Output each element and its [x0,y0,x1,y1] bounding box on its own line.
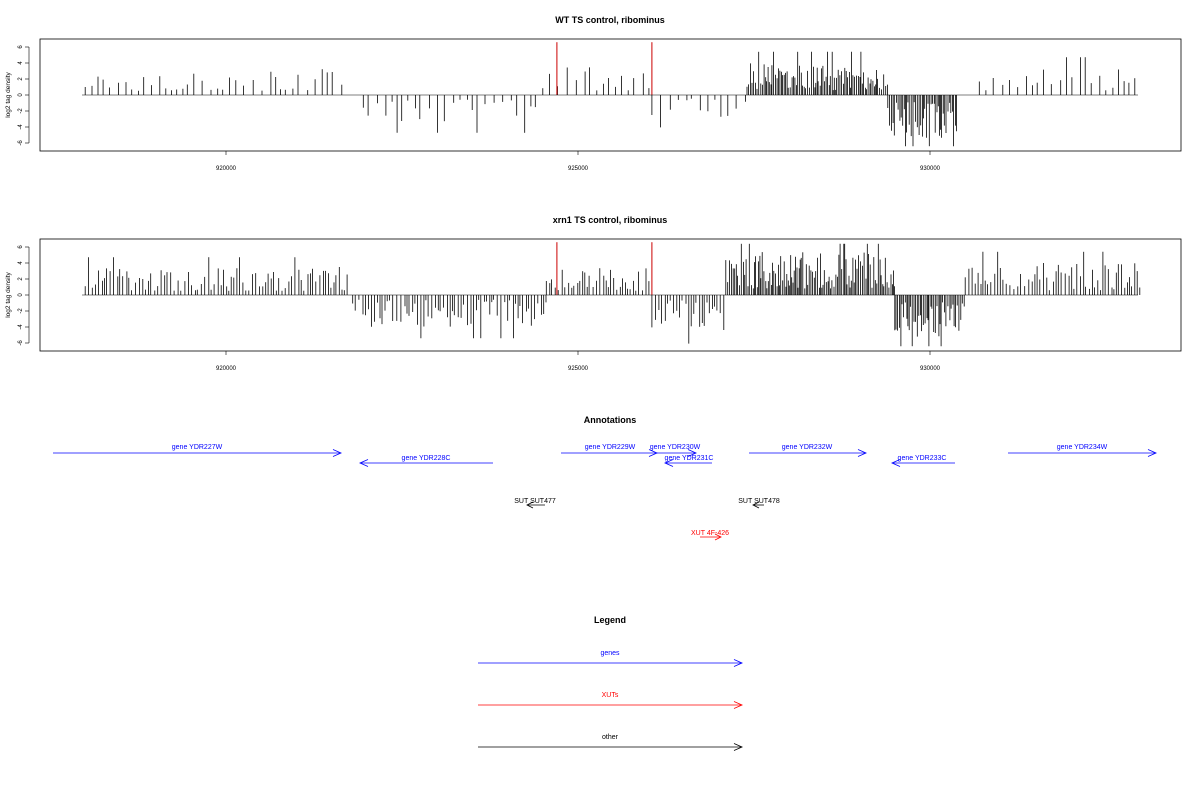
gene-annotation: gene YDR228C [359,455,493,467]
x-axis: 920000 925000 930000 [216,351,941,372]
signal-bars [84,242,1141,347]
y-axis: 6 4 2 0 -2 -4 -6 log2 tag density [5,245,30,346]
legend-label: genes [600,650,620,657]
sut-annotation: SUT SUT477 [514,498,556,509]
gene-annotation: gene YDR232W [749,444,867,457]
annotations-panel: Annotations gene YDR227W gene YDR228C ge… [53,415,1157,541]
signal-bars [84,42,1136,147]
arrow-head-right-icon [1147,449,1157,457]
x-tick-label: 920000 [216,166,237,172]
arrow-head-left-icon [359,459,369,467]
x-tick-label: 925000 [568,366,589,372]
y-tick-label: 4 [18,61,24,65]
arrow-head-right-icon [733,659,743,667]
x-tick-label: 925000 [568,166,589,172]
legend-label: other [602,734,619,741]
plot-frame [39,38,1182,152]
legend-item-xuts: XUTs [478,692,743,709]
arrow-head-right-icon [687,449,697,457]
y-tick-label: -2 [18,108,24,114]
y-tick-label: 4 [18,261,24,265]
gene-label: gene YDR231C [665,455,714,462]
gene-annotation: gene YDR230W [650,444,701,457]
gene-annotation: gene YDR231C [664,455,714,467]
arrow-head-right-icon [714,533,722,541]
gene-label: gene YDR228C [402,455,451,462]
sut-label: SUT SUT477 [514,498,556,505]
panel-title: xrn1 TS control, ribominus [553,215,668,225]
gene-label: gene YDR230W [650,444,701,451]
y-tick-label: 2 [18,277,24,281]
gene-label: gene YDR233C [898,455,947,462]
y-tick-label: -6 [18,340,24,346]
plot-frame [39,238,1182,352]
arrow-head-right-icon [857,449,867,457]
y-tick-label: -4 [18,324,24,330]
legend-title: Legend [594,615,626,625]
gene-annotation: gene YDR234W [1008,444,1157,457]
panel-xrn1: xrn1 TS control, ribominus 6 4 2 0 -2 -4… [5,215,1182,372]
x-tick-label: 930000 [920,366,941,372]
y-axis-label: log2 tag density [5,271,12,317]
y-axis-label: log2 tag density [5,71,12,117]
x-tick-label: 920000 [216,366,237,372]
y-tick-label: 6 [18,245,24,249]
gene-label: gene YDR229W [585,444,636,451]
y-tick-label: -4 [18,124,24,130]
panel-title: WT TS control, ribominus [555,15,665,25]
xut-annotation: XUT 4F-426 [691,530,729,541]
gene-label: gene YDR232W [782,444,833,451]
legend-item-other: other [478,734,743,751]
gene-label: gene YDR227W [172,444,223,451]
gene-annotation: gene YDR233C [891,455,955,467]
annotations-title: Annotations [584,415,637,425]
arrow-head-right-icon [332,449,342,457]
arrow-head-left-icon [526,501,534,509]
panel-wt: WT TS control, ribominus 6 4 2 0 -2 -4 -… [5,15,1182,172]
legend-item-genes: genes [478,650,743,667]
y-tick-label: -6 [18,140,24,146]
y-tick-label: 0 [18,93,24,97]
arrow-head-left-icon [664,459,674,467]
y-tick-label: 0 [18,293,24,297]
arrow-head-left-icon [891,459,901,467]
gene-annotation: gene YDR229W [561,444,658,457]
sut-label: SUT SUT478 [738,498,780,505]
y-axis: 6 4 2 0 -2 -4 -6 log2 tag density [5,45,30,146]
y-tick-label: 6 [18,45,24,49]
y-tick-label: 2 [18,77,24,81]
legend-label: XUTs [602,692,619,699]
arrow-head-right-icon [733,743,743,751]
y-tick-label: -2 [18,308,24,314]
sut-annotation: SUT SUT478 [738,498,780,509]
arrow-head-left-icon [752,501,760,509]
legend: Legend genes XUTs other [478,615,743,751]
x-axis: 920000 925000 930000 [216,151,941,172]
x-tick-label: 930000 [920,166,941,172]
arrow-head-right-icon [733,701,743,709]
gene-annotation: gene YDR227W [53,444,342,457]
gene-label: gene YDR234W [1057,444,1108,451]
xut-label: XUT 4F-426 [691,530,729,537]
